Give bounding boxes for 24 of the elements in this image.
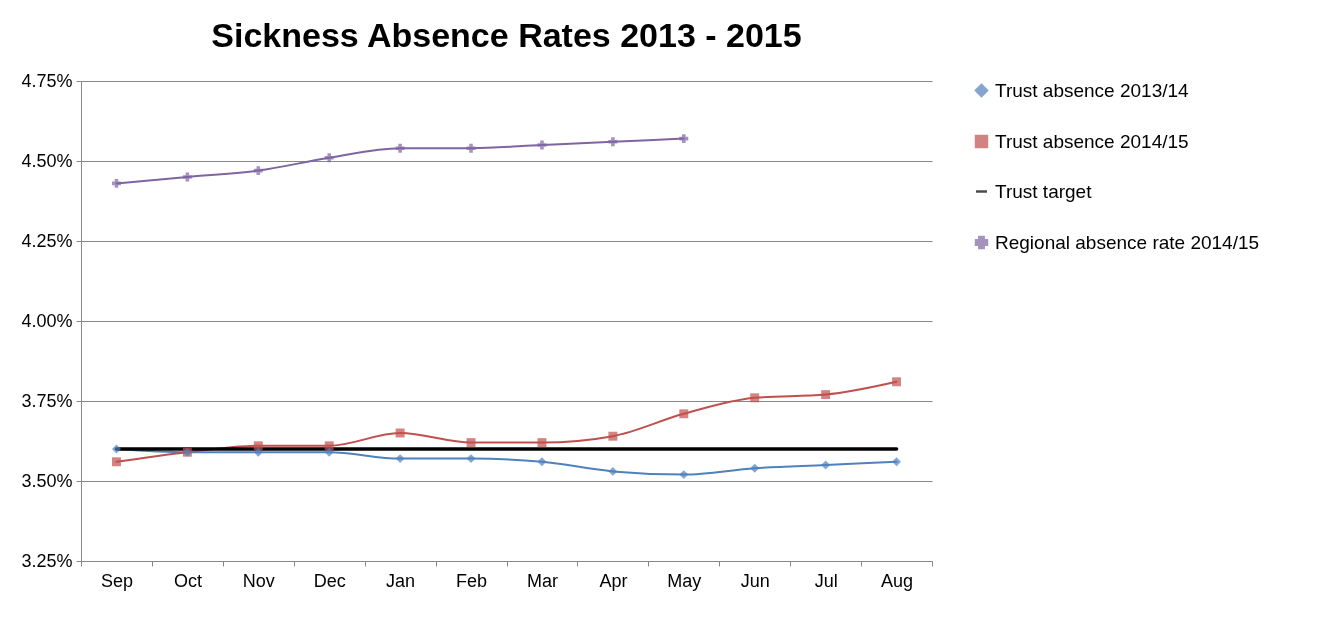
x-tick-label: Apr bbox=[599, 570, 628, 591]
x-tick-label: Dec bbox=[313, 570, 346, 591]
x-tick-label: Jun bbox=[740, 570, 770, 591]
legend-label: Regional absence rate 2014/15 bbox=[995, 231, 1260, 253]
x-tick-label: Oct bbox=[173, 570, 202, 591]
x-tick-label: Jan bbox=[386, 570, 416, 591]
x-tick-label: Sep bbox=[100, 570, 133, 591]
x-tick-label: Jul bbox=[814, 570, 838, 591]
x-tick-label: May bbox=[667, 570, 702, 591]
y-tick-label: 3.25% bbox=[21, 550, 73, 571]
x-tick-label: Nov bbox=[242, 570, 275, 591]
x-tick-label: Mar bbox=[526, 570, 558, 591]
y-tick-label: 3.50% bbox=[21, 470, 73, 491]
y-tick-label: 4.25% bbox=[21, 230, 73, 251]
y-tick-label: 3.75% bbox=[21, 390, 73, 411]
legend-label: Trust absence 2013/14 bbox=[995, 79, 1190, 101]
legend-label: Trust absence 2014/15 bbox=[995, 130, 1189, 152]
y-tick-label: 4.75% bbox=[21, 70, 73, 91]
x-tick-label: Aug bbox=[881, 570, 914, 591]
legend-label: Trust target bbox=[995, 180, 1093, 202]
x-tick-label: Feb bbox=[456, 570, 488, 591]
y-tick-label: 4.00% bbox=[21, 310, 73, 331]
chart-title: Sickness Absence Rates 2013 - 2015 bbox=[211, 16, 802, 54]
y-tick-label: 4.50% bbox=[21, 150, 73, 171]
